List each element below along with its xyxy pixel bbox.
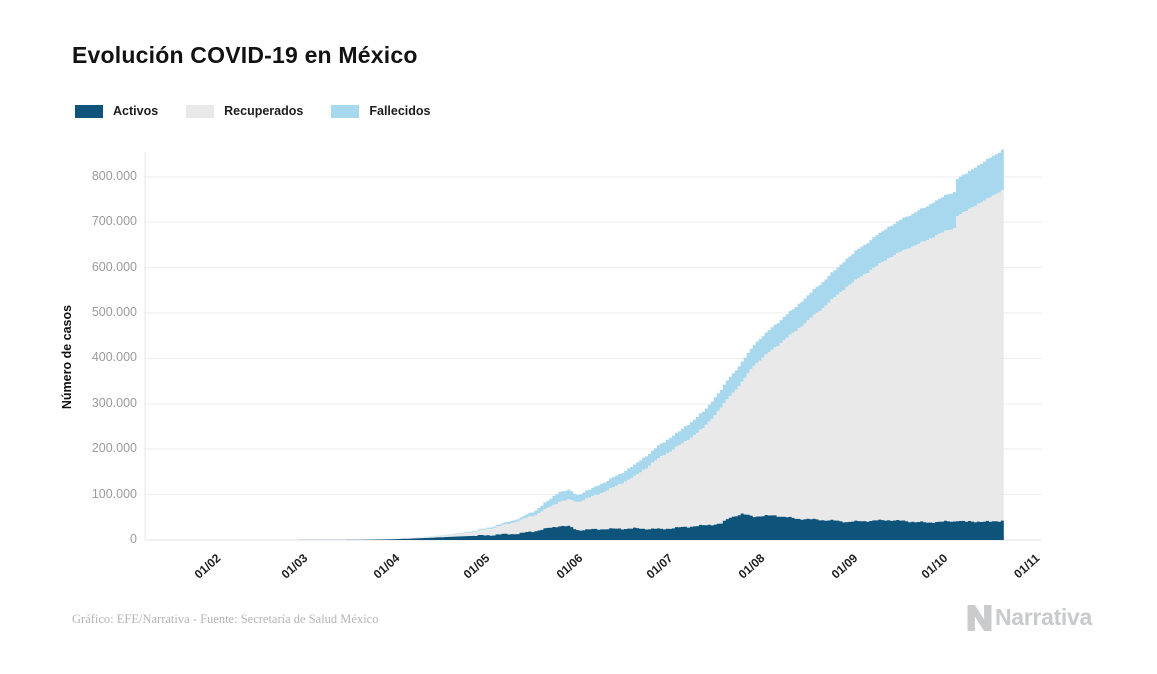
y-tick-600000: 600.000 xyxy=(91,259,137,274)
legend-item-fallecidos[interactable]: Fallecidos xyxy=(331,104,431,118)
y-tick-200000: 200.000 xyxy=(91,441,137,456)
activos-swatch-icon xyxy=(75,104,103,118)
y-tick-100000: 100.000 xyxy=(91,486,137,501)
gridlines xyxy=(144,152,1042,541)
page-title: Evolución COVID-19 en México xyxy=(72,42,418,68)
y-tick-400000: 400.000 xyxy=(91,350,137,365)
legend-label: Activos xyxy=(113,104,159,118)
narrativa-n-icon xyxy=(967,604,992,631)
y-tick-700000: 700.000 xyxy=(91,214,137,229)
y-tick-0: 0 xyxy=(130,532,137,546)
source-credit: Gráfico: EFE/Narrativa - Fuente: Secreta… xyxy=(72,612,379,626)
y-tick-500000: 500.000 xyxy=(91,305,137,319)
area-recuperados xyxy=(208,190,1004,540)
y-tick-300000: 300.000 xyxy=(91,395,137,410)
legend-item-activos[interactable]: Activos xyxy=(75,104,158,118)
legend-item-recuperados[interactable]: Recuperados xyxy=(186,104,303,118)
logo-text: Narrativa xyxy=(994,604,1092,630)
y-tick-800000: 800.000 xyxy=(91,168,137,183)
narrativa-logo: Narrativa xyxy=(967,604,1092,631)
legend-label: Recuperados xyxy=(224,104,304,118)
legend: Activos Recuperados Fallecidos xyxy=(75,104,459,118)
legend-label: Fallecidos xyxy=(369,104,431,118)
fallecidos-swatch-icon xyxy=(331,104,360,118)
area-activos xyxy=(208,513,1004,540)
recuperados-swatch-icon xyxy=(186,104,215,118)
